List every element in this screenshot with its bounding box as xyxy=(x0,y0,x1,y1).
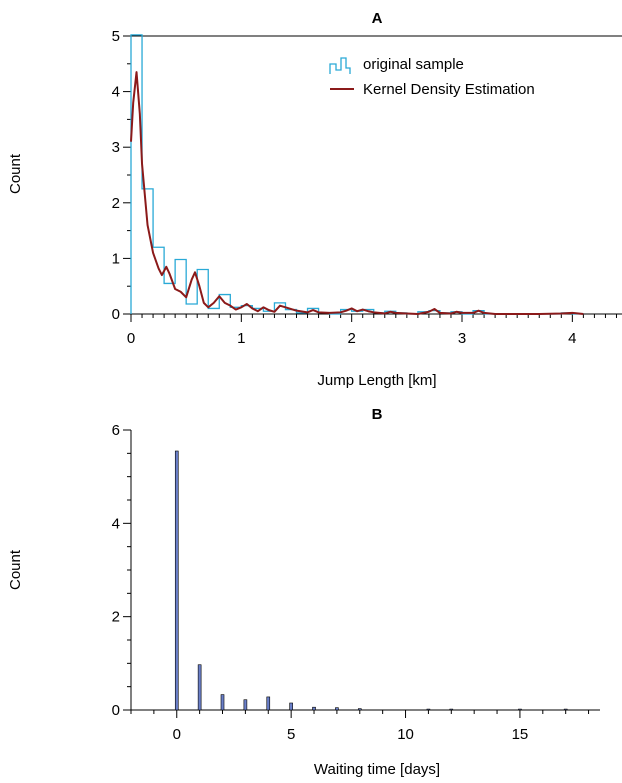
panel-b-y-tick-label: 6 xyxy=(112,422,120,439)
waiting-time-bar xyxy=(289,702,293,711)
panel-a-legend: original sample Kernel Density Estimatio… xyxy=(329,56,535,98)
panel-a-y-tick-label: 1 xyxy=(112,250,120,267)
waiting-time-bar xyxy=(174,450,179,711)
waiting-time-bar xyxy=(197,664,202,711)
legend-label-kde: Kernel Density Estimation xyxy=(363,81,535,98)
panel-b-x-axis-label: Waiting time [days] xyxy=(314,761,440,778)
panel-a-x-tick-label: 1 xyxy=(237,330,245,347)
waiting-time-bar xyxy=(243,699,248,711)
panel-b-x-tick-label: 15 xyxy=(512,726,529,743)
waiting-time-bar xyxy=(426,708,431,711)
waiting-time-bar xyxy=(357,708,362,711)
waiting-time-bar xyxy=(518,708,522,711)
panel-a-y-axis-label: Count xyxy=(7,153,24,194)
panel-a-y-tick-label: 4 xyxy=(112,84,120,101)
panel-a-y-tick-label: 2 xyxy=(112,195,120,212)
panel-a-x-axis-label: Jump Length [km] xyxy=(317,372,436,389)
panel-a-title: A xyxy=(372,10,383,27)
panel-b-x-tick-label: 10 xyxy=(397,726,414,743)
panel-b-x-tick-label: 5 xyxy=(287,726,295,743)
panel-a-x-tick-label: 3 xyxy=(458,330,466,347)
panel-b: B Count Waiting time [days] 0 2 4 6 0 5 10 15 xyxy=(7,406,600,778)
panel-a-plot-area: 0 1 2 3 4 5 0 1 2 3 4 xyxy=(112,28,622,347)
waiting-time-bar xyxy=(220,694,225,711)
panel-a-x-tick-label: 0 xyxy=(127,330,135,347)
panel-a-x-tick-label: 2 xyxy=(348,330,356,347)
panel-b-plot-area: 0 2 4 6 0 5 10 15 xyxy=(112,422,600,743)
waiting-time-bar xyxy=(312,706,316,711)
waiting-time-bar xyxy=(335,707,339,711)
waiting-time-bar xyxy=(266,696,271,711)
panel-b-title: B xyxy=(372,406,383,423)
panel-a: A Count Jump Length [km] 0 1 2 3 4 5 0 1 2 3 4 ori… xyxy=(7,10,622,389)
panel-b-y-tick-label: 4 xyxy=(112,515,120,532)
panel-b-y-axis-label: Count xyxy=(7,549,24,590)
panel-a-y-tick-label: 3 xyxy=(112,139,120,156)
series-original-sample-step xyxy=(130,34,584,315)
panel-b-y-tick-label: 2 xyxy=(112,609,120,626)
panel-a-y-tick-label: 0 xyxy=(112,306,120,323)
legend-label-original-sample: original sample xyxy=(363,56,464,73)
series-kde-line xyxy=(130,71,584,315)
panel-b-x-tick-label: 0 xyxy=(173,726,181,743)
waiting-time-bar xyxy=(449,708,454,711)
waiting-time-bar xyxy=(563,708,568,711)
panel-b-y-tick-label: 0 xyxy=(112,702,120,719)
legend-step-swatch xyxy=(329,57,351,74)
panel-a-y-tick-label: 5 xyxy=(112,28,120,45)
panel-a-x-tick-label: 4 xyxy=(568,330,576,347)
